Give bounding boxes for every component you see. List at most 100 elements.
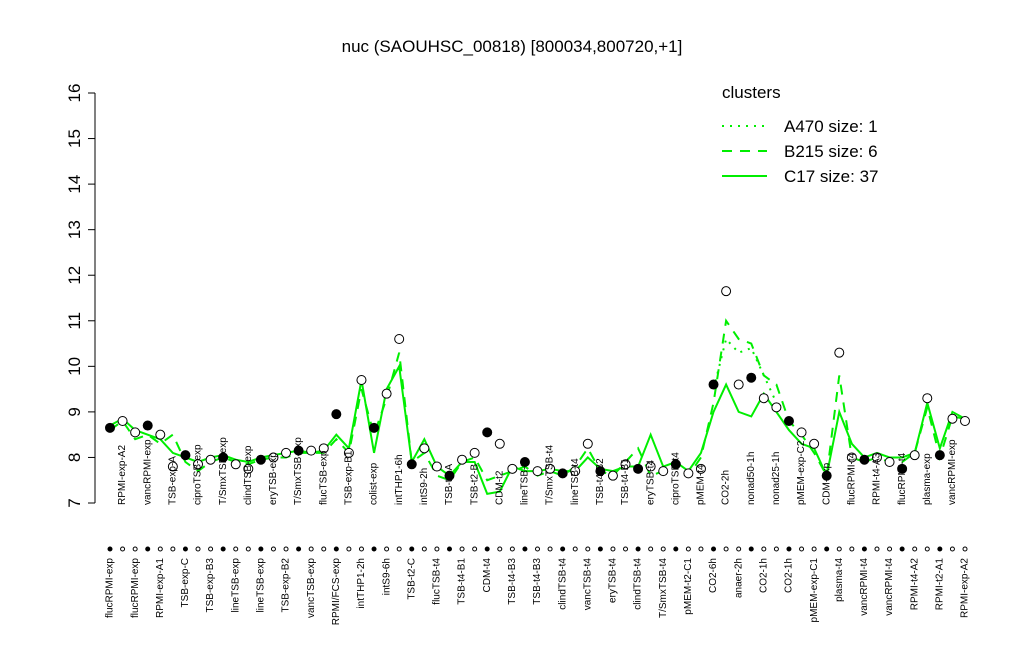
category-label: flucRPMI-t4 bbox=[846, 452, 857, 505]
rug-dot bbox=[170, 546, 176, 552]
category-label: TSB-t2-C bbox=[406, 558, 417, 600]
category-label: lineTSB-t4 bbox=[570, 458, 581, 505]
category-label: vancTSB-t4 bbox=[582, 558, 593, 611]
rug-dot bbox=[296, 546, 302, 552]
point bbox=[293, 445, 304, 456]
category-label: T/SmxTSB-t4 bbox=[658, 558, 669, 618]
category-label: vancTSB-exp bbox=[306, 558, 317, 618]
category-label: clindTSB-t4 bbox=[633, 558, 644, 610]
rug-dot bbox=[472, 546, 478, 552]
category-label: clindTSB-t4 bbox=[557, 558, 568, 610]
point bbox=[394, 334, 405, 344]
rug-dot bbox=[522, 546, 528, 552]
point bbox=[469, 447, 480, 458]
point bbox=[218, 452, 229, 463]
point bbox=[733, 379, 744, 390]
rug-dot bbox=[132, 546, 138, 552]
rug-dot bbox=[685, 546, 691, 552]
cluster-line bbox=[109, 318, 966, 482]
point bbox=[419, 443, 430, 454]
point bbox=[532, 466, 543, 477]
category-label: plasma-t4 bbox=[834, 558, 845, 602]
y-tick-label: 8 bbox=[65, 453, 84, 462]
point bbox=[268, 452, 279, 463]
category-label: CDM-t4 bbox=[482, 558, 493, 593]
rug-dot bbox=[962, 546, 968, 552]
category-label: TSB-t4-B1 bbox=[457, 558, 468, 605]
point bbox=[205, 454, 216, 465]
category-label: CO2-1h bbox=[784, 558, 795, 593]
category-label: lineTSB-t4 bbox=[520, 458, 531, 505]
point bbox=[695, 463, 706, 474]
point bbox=[620, 459, 631, 470]
rug-dot bbox=[283, 546, 289, 552]
category-label: pMEM-exp-C1 bbox=[809, 558, 820, 623]
point bbox=[318, 443, 329, 454]
rug-dot bbox=[623, 546, 629, 552]
rug-dot bbox=[371, 546, 377, 552]
rug-dot bbox=[245, 546, 251, 552]
y-tick-label: 13 bbox=[65, 220, 84, 239]
point bbox=[758, 393, 769, 404]
point bbox=[482, 427, 493, 438]
category-label: lineTSB-exp bbox=[230, 558, 241, 613]
rug-dot bbox=[924, 546, 930, 552]
rug-dot bbox=[120, 546, 126, 552]
category-label: CO2-6h bbox=[708, 558, 719, 593]
category-label: eryTSB-exp bbox=[268, 452, 279, 505]
category-label: CDM-exp bbox=[821, 462, 832, 505]
legend-label: B215 size: 6 bbox=[784, 142, 878, 161]
rug-dot bbox=[799, 546, 805, 552]
point bbox=[960, 416, 970, 426]
point bbox=[105, 422, 115, 433]
point bbox=[871, 452, 882, 463]
category-label: vancRPMI-t4 bbox=[859, 558, 870, 616]
point bbox=[545, 463, 556, 474]
point bbox=[306, 445, 317, 456]
category-label: CO2-2h bbox=[721, 470, 732, 505]
y-tick-label: 16 bbox=[65, 84, 84, 103]
category-label: CDM-t2 bbox=[494, 470, 505, 505]
rug-dot bbox=[308, 546, 314, 552]
point bbox=[444, 470, 455, 481]
rug-dot bbox=[358, 546, 364, 552]
category-label: RPMI-t2-A1 bbox=[934, 558, 945, 611]
category-label: TSB-exp-B3 bbox=[205, 558, 216, 613]
rug-dot bbox=[585, 546, 591, 552]
point bbox=[658, 466, 669, 477]
rug-dot bbox=[648, 546, 654, 552]
rug-dot bbox=[912, 546, 918, 552]
point bbox=[897, 463, 908, 474]
category-label: flucTSB-exp bbox=[318, 450, 329, 505]
rug-dot bbox=[610, 546, 616, 552]
rug-dot bbox=[535, 546, 540, 552]
point bbox=[809, 438, 820, 449]
rug-dot bbox=[824, 546, 830, 552]
category-label: TSB-exp-A bbox=[168, 456, 179, 505]
point bbox=[494, 438, 505, 449]
category-label: clindTSB-exp bbox=[243, 445, 254, 505]
point bbox=[142, 420, 153, 431]
category-label: RPMI/FCS-exp bbox=[331, 558, 342, 626]
category-label: ciproTSB-t4 bbox=[670, 452, 681, 505]
category-label: TSB-t2-B bbox=[469, 464, 480, 505]
category-label: intTHP1-6h bbox=[394, 454, 405, 505]
point bbox=[670, 459, 681, 470]
category-label: TSB-t4-B1 bbox=[620, 458, 631, 505]
point bbox=[934, 450, 945, 461]
category-label: pMEM-t4 bbox=[696, 464, 707, 505]
point bbox=[746, 372, 757, 383]
point bbox=[519, 457, 530, 467]
rug-dot bbox=[195, 546, 201, 552]
point bbox=[645, 461, 656, 472]
rug-dot bbox=[748, 546, 754, 552]
category-label: nonad25-1h bbox=[771, 452, 782, 505]
rug-dot bbox=[572, 546, 578, 552]
rug-dot bbox=[899, 546, 905, 552]
category-label: eryTSB-t4 bbox=[608, 558, 619, 603]
category-label: pMEM-exp-C2 bbox=[796, 440, 807, 505]
category-label: RPMI-t4-A3 bbox=[872, 452, 883, 505]
rug-dot bbox=[861, 546, 867, 552]
point bbox=[180, 450, 191, 461]
rug-dot bbox=[937, 546, 943, 552]
